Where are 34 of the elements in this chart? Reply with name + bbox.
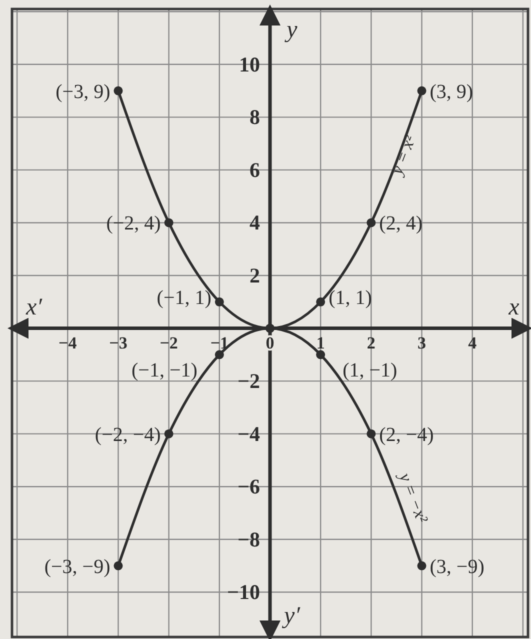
y-tick-label: 8 xyxy=(250,105,260,130)
y-tick-label: 4 xyxy=(250,210,260,235)
annotation: (−1, 1) xyxy=(156,286,212,309)
y-tick-label: −8 xyxy=(238,527,260,552)
text: y = −x² xyxy=(394,468,432,526)
annotation: (3, −9) xyxy=(430,556,484,578)
x-tick-label: −3 xyxy=(109,333,128,352)
y-tick-label: 10 xyxy=(239,52,260,76)
annotation: y′ xyxy=(282,603,301,629)
x-tick-label: 4 xyxy=(468,333,478,352)
annotation: x′ xyxy=(25,294,43,320)
annotation: (3, 9) xyxy=(430,80,474,103)
y-tick-label: −10 xyxy=(227,580,260,604)
annotation: (−3, −9) xyxy=(44,556,110,578)
x-tick-label: 1 xyxy=(316,333,325,352)
x-tick-label: −4 xyxy=(58,333,78,352)
annotation: (−1, −1) xyxy=(132,360,198,382)
annotation: (−2, −4) xyxy=(94,424,161,446)
y-tick-label: −2 xyxy=(238,369,260,394)
y-tick-label: 2 xyxy=(250,264,260,288)
x-tick-label: 3 xyxy=(418,333,426,352)
annotation: (2, 4) xyxy=(379,212,423,235)
annotation: (−3, 9) xyxy=(56,80,110,103)
annotation: (2, −4) xyxy=(379,424,434,446)
y-tick-label: −6 xyxy=(238,474,260,499)
annotation: (1, 1) xyxy=(328,286,372,309)
y-tick-label: 6 xyxy=(250,158,260,182)
x-tick-label: −2 xyxy=(160,333,178,352)
y-axis-title: y xyxy=(284,17,298,43)
annotation: (−2, 4) xyxy=(106,212,161,235)
y-tick-label: −4 xyxy=(238,422,260,446)
x-axis-title: x xyxy=(508,294,520,320)
annotation: (1, −1) xyxy=(342,360,398,382)
x-tick-label: 2 xyxy=(366,333,376,352)
